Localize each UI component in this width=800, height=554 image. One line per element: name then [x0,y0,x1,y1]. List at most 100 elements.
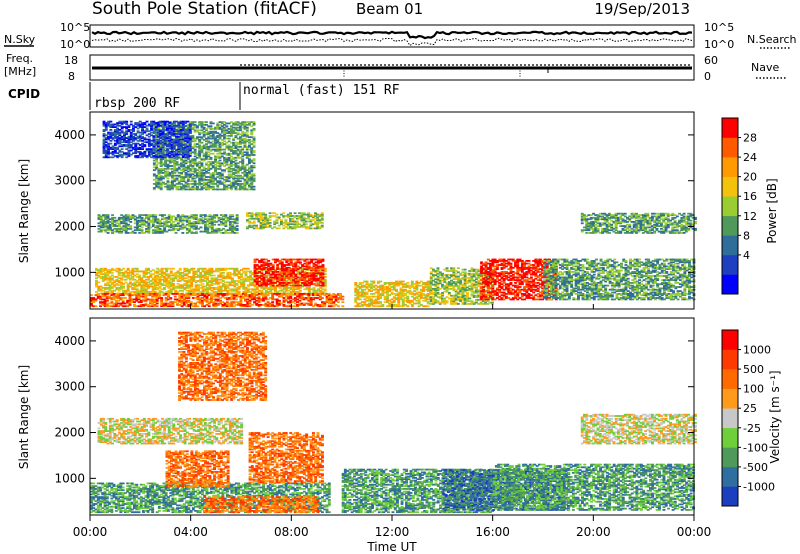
power-cell [241,295,245,298]
power-cell [239,122,242,125]
power-cell [174,271,178,274]
power-cell [157,187,161,189]
power-cell [307,283,311,286]
power-cell [216,180,220,183]
power-cell [261,213,265,216]
power-cell [234,174,238,177]
power-cell [284,305,288,308]
power-cell [332,294,336,297]
power-cell [234,150,238,152]
power-cell [298,284,302,287]
power-cell [177,174,181,177]
power-cell [190,289,194,292]
power-cell [181,232,185,234]
power-cell [171,301,175,303]
power-cell [214,294,218,297]
power-cell [135,280,139,282]
power-cell [210,232,214,234]
power-cell [287,284,291,287]
power-cell [293,224,297,227]
power-cell [305,288,309,291]
power-cell [206,227,210,230]
power-cell [390,302,394,305]
power-cell [268,224,272,227]
power-cell [262,295,265,298]
power-cell [246,304,250,306]
power-cell [319,265,323,268]
power-cell [221,276,225,278]
power-cell [242,285,246,288]
power-cell [426,288,430,291]
power-cell [174,289,178,292]
power-cell [154,232,158,234]
power-cell [242,278,246,281]
power-cell [101,270,105,273]
power-cell [173,158,177,161]
power-cell [220,141,224,144]
power-cell [227,176,231,178]
power-cell [298,287,302,289]
power-cell [188,229,191,232]
power-cell [317,283,320,286]
power-cell [128,298,132,301]
power-cell [142,295,145,298]
power-cell [307,258,311,261]
power-cell [167,302,170,305]
power-cell [321,284,325,287]
power-cell [392,288,396,291]
power-cell [206,276,209,278]
power-cell [186,166,190,169]
power-cell [332,302,336,305]
power-cell [115,287,119,289]
power-cell [314,277,318,280]
power-cell [211,188,215,191]
power-cell [285,266,289,269]
power-cell [213,230,216,233]
power-cell [252,166,256,169]
power-cell [119,282,123,285]
power-cell [139,304,143,306]
power-cell [198,150,202,152]
power-cell [229,183,233,185]
power-cell [330,302,333,305]
power-cell [200,169,204,172]
power-cell [169,274,173,277]
power-cell [181,274,184,277]
power-cell [236,129,240,132]
power-cell [140,232,144,234]
power-cell [320,212,324,215]
nsearch-label: N.Search [747,33,797,46]
power-cell [144,282,148,285]
power-cell [124,226,128,229]
power-cell [312,294,315,297]
power-cell [286,222,290,224]
power-cell [142,218,146,221]
power-cell [243,121,247,123]
power-cell [295,223,299,226]
power-cell [230,267,234,270]
power-cell [142,232,146,234]
power-cell [283,273,286,276]
power-cell [241,148,245,151]
power-cell [178,274,182,277]
power-cell [142,274,146,277]
power-cell [198,122,202,125]
power-cell [183,269,187,271]
power-cell [319,261,323,264]
power-cell [180,166,183,169]
freq-label: Freq. [6,52,33,65]
power-cell [193,126,197,129]
power-cell [198,301,202,303]
power-cell [216,188,220,191]
power-cell [185,215,189,218]
power-cell [151,222,155,225]
power-cell [300,212,304,215]
power-cell [187,305,191,308]
power-cell [178,301,182,303]
power-cell [356,304,360,306]
power-cell [397,305,401,308]
power-cell [248,140,251,143]
power-cell [104,226,108,229]
power-cell [157,154,161,156]
power-cell [204,225,207,227]
